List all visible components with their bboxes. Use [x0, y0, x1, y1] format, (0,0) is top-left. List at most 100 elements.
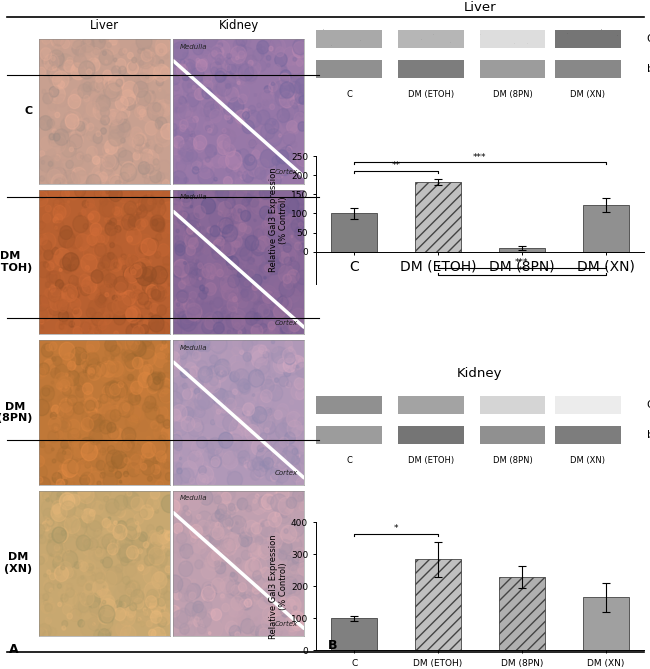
Circle shape	[40, 371, 55, 388]
Circle shape	[46, 425, 54, 435]
Circle shape	[44, 404, 47, 408]
Circle shape	[155, 278, 166, 290]
Circle shape	[156, 128, 169, 143]
Circle shape	[260, 348, 273, 363]
Circle shape	[98, 320, 107, 330]
Circle shape	[275, 512, 280, 517]
Circle shape	[294, 61, 300, 69]
Circle shape	[265, 537, 274, 547]
Circle shape	[227, 590, 234, 598]
Circle shape	[137, 90, 153, 108]
Text: ***: ***	[515, 258, 528, 268]
Circle shape	[193, 306, 203, 316]
Circle shape	[125, 429, 129, 434]
Circle shape	[283, 601, 289, 609]
Circle shape	[49, 125, 51, 128]
Circle shape	[260, 170, 272, 183]
Circle shape	[209, 78, 211, 80]
Circle shape	[202, 369, 208, 376]
Circle shape	[109, 265, 122, 279]
Circle shape	[151, 308, 164, 322]
Circle shape	[48, 61, 51, 65]
Circle shape	[295, 90, 307, 102]
Circle shape	[162, 343, 167, 348]
Bar	[398, 60, 463, 78]
Circle shape	[86, 308, 96, 318]
Circle shape	[62, 539, 65, 543]
Circle shape	[185, 262, 196, 275]
Circle shape	[90, 223, 101, 236]
Circle shape	[142, 337, 151, 347]
Circle shape	[227, 54, 237, 64]
Circle shape	[112, 624, 126, 640]
Circle shape	[75, 438, 77, 442]
Circle shape	[166, 353, 171, 360]
Circle shape	[252, 388, 266, 403]
Circle shape	[172, 338, 187, 355]
Circle shape	[135, 73, 149, 89]
Circle shape	[222, 397, 234, 410]
Circle shape	[83, 582, 95, 595]
Circle shape	[79, 514, 91, 528]
Circle shape	[100, 190, 105, 195]
Circle shape	[59, 268, 62, 272]
Circle shape	[140, 539, 148, 547]
Circle shape	[198, 189, 203, 194]
Circle shape	[210, 363, 220, 374]
Circle shape	[108, 425, 121, 440]
Circle shape	[234, 369, 249, 386]
Circle shape	[275, 619, 289, 636]
Circle shape	[272, 516, 277, 522]
Circle shape	[266, 128, 282, 147]
Circle shape	[194, 238, 198, 242]
Circle shape	[279, 252, 289, 264]
Circle shape	[83, 244, 98, 260]
Circle shape	[209, 522, 224, 538]
Circle shape	[238, 585, 244, 592]
Circle shape	[156, 321, 170, 337]
Circle shape	[95, 313, 105, 324]
Circle shape	[220, 362, 229, 372]
Circle shape	[163, 460, 166, 463]
Circle shape	[86, 173, 96, 183]
Circle shape	[190, 308, 203, 322]
Circle shape	[84, 154, 92, 162]
Circle shape	[257, 110, 261, 114]
Circle shape	[140, 588, 153, 602]
Circle shape	[281, 318, 295, 333]
Circle shape	[233, 423, 244, 436]
Circle shape	[94, 419, 104, 432]
Circle shape	[86, 520, 102, 538]
Circle shape	[281, 326, 287, 333]
Y-axis label: Relative Gal3 Expression
(% Control): Relative Gal3 Expression (% Control)	[268, 534, 288, 639]
Circle shape	[295, 92, 306, 104]
Circle shape	[292, 53, 301, 62]
Circle shape	[128, 254, 131, 257]
Circle shape	[294, 378, 305, 389]
Circle shape	[250, 537, 254, 542]
Circle shape	[98, 235, 105, 244]
Circle shape	[125, 415, 139, 430]
Circle shape	[289, 76, 306, 93]
Circle shape	[153, 425, 159, 432]
Circle shape	[89, 549, 101, 562]
Circle shape	[259, 290, 276, 308]
Circle shape	[90, 74, 103, 88]
Circle shape	[172, 610, 188, 628]
Circle shape	[58, 602, 62, 607]
Circle shape	[94, 531, 99, 537]
Circle shape	[222, 615, 238, 632]
Circle shape	[201, 548, 211, 559]
Circle shape	[236, 522, 238, 524]
Circle shape	[290, 496, 300, 508]
Circle shape	[233, 389, 237, 395]
Circle shape	[225, 147, 233, 157]
Circle shape	[86, 400, 95, 411]
Circle shape	[247, 246, 257, 257]
Circle shape	[250, 409, 263, 424]
Circle shape	[259, 405, 264, 411]
Circle shape	[38, 477, 43, 483]
Circle shape	[276, 390, 281, 396]
Circle shape	[157, 597, 166, 606]
Circle shape	[113, 463, 128, 480]
